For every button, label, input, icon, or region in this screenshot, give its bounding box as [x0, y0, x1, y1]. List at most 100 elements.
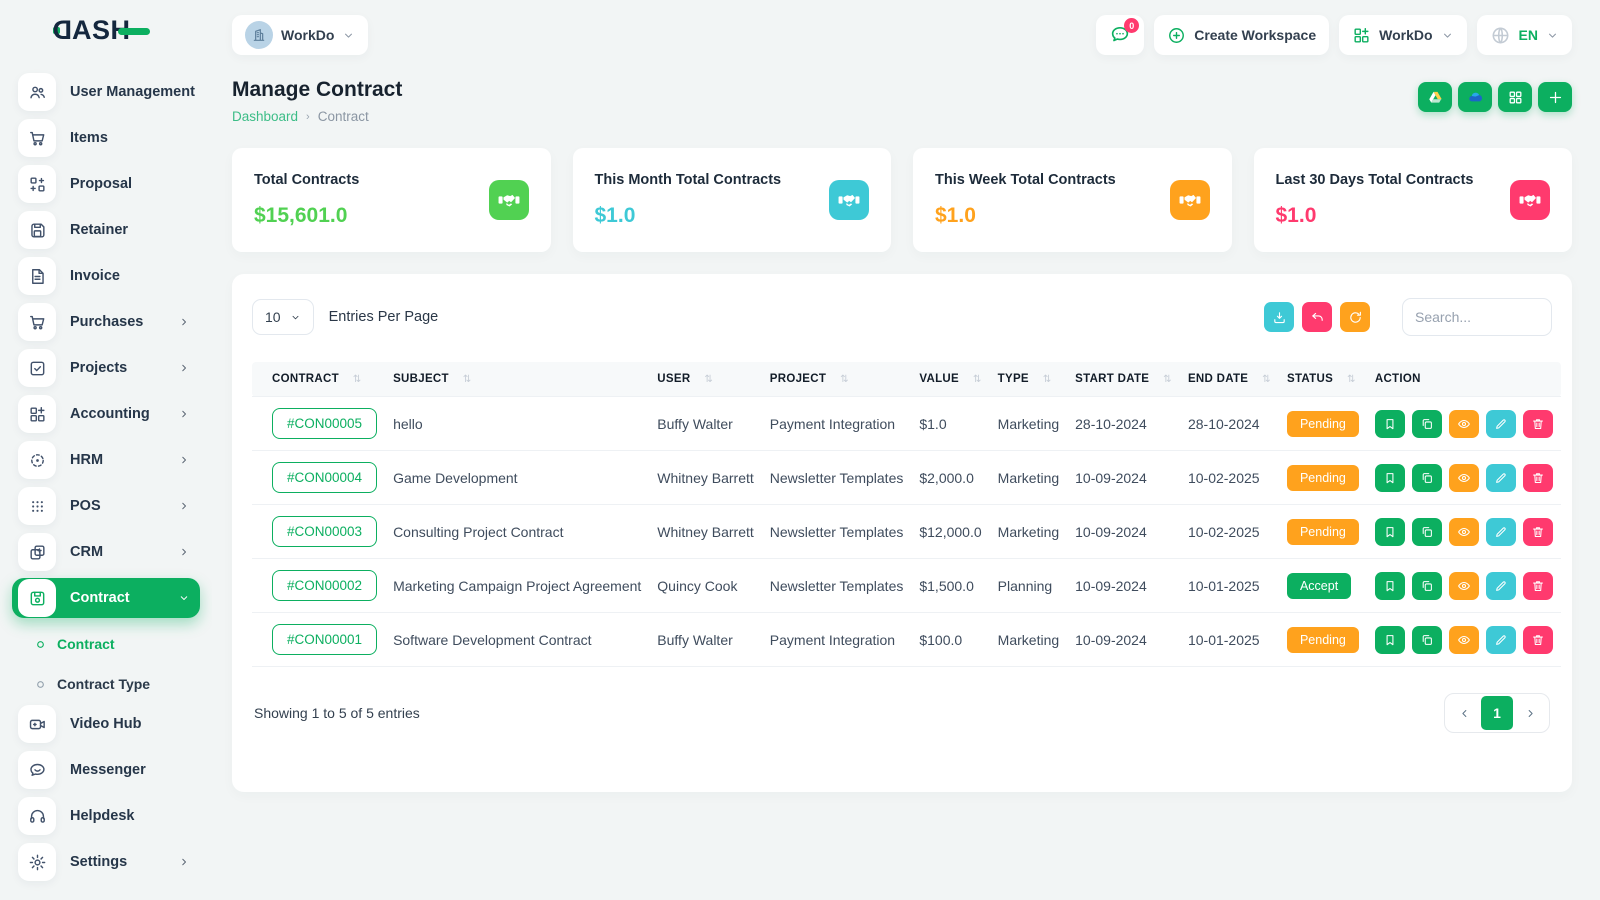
sidebar-item-proposal[interactable]: Proposal	[12, 164, 200, 204]
cell-end-date: 10-02-2025	[1179, 450, 1279, 505]
trash-button[interactable]	[1522, 571, 1553, 600]
create-workspace-button[interactable]: Create Workspace	[1154, 15, 1330, 55]
stat-label: Last 30 Days Total Contracts	[1275, 172, 1474, 188]
column-header-status[interactable]: STATUS ⇅	[1278, 362, 1367, 397]
cell-subject: hello	[385, 396, 650, 451]
pencil-button[interactable]	[1485, 409, 1516, 438]
chevron-right-icon	[178, 316, 190, 328]
projects-icon	[28, 359, 47, 378]
cell-status: Accept	[1278, 558, 1367, 613]
download-button[interactable]	[1264, 302, 1294, 332]
column-header-type[interactable]: TYPE ⇅	[989, 362, 1068, 397]
column-header-user[interactable]: USER ⇅	[649, 362, 762, 397]
pencil-button[interactable]	[1485, 571, 1516, 600]
eye-button[interactable]	[1448, 463, 1479, 492]
sidebar-item-accounting[interactable]: Accounting	[12, 394, 200, 434]
gdrive-button[interactable]	[1418, 82, 1452, 112]
building-icon	[251, 27, 267, 43]
pagination-prev-button[interactable]	[1447, 696, 1481, 730]
eye-button[interactable]	[1448, 571, 1479, 600]
column-header-project[interactable]: PROJECT ⇅	[761, 362, 912, 397]
sidebar-item-user-management[interactable]: User Management	[12, 72, 200, 112]
workspace-selector[interactable]: WorkDo	[232, 15, 369, 55]
trash-button[interactable]	[1522, 517, 1553, 546]
breadcrumb-dashboard-link[interactable]: Dashboard	[232, 109, 299, 124]
eye-icon	[1457, 525, 1471, 539]
column-header-subject[interactable]: SUBJECT ⇅	[385, 362, 650, 397]
eye-button[interactable]	[1448, 517, 1479, 546]
sidebar-item-invoice[interactable]: Invoice	[12, 256, 200, 296]
contract-id-link[interactable]: #CON00003	[272, 516, 378, 547]
sidebar-item-pos[interactable]: POS	[12, 486, 200, 526]
pagination-next-button[interactable]	[1513, 696, 1547, 730]
entries-per-page-select[interactable]: 10	[252, 299, 314, 335]
plus-button[interactable]	[1538, 82, 1572, 112]
sidebar-item-projects[interactable]: Projects	[12, 348, 200, 388]
contract-id-link[interactable]: #CON00004	[272, 462, 378, 493]
language-selector[interactable]: EN	[1476, 15, 1572, 55]
bookmark-button[interactable]	[1374, 409, 1405, 438]
status-badge[interactable]: Pending	[1286, 518, 1359, 545]
onedrive-button[interactable]	[1458, 82, 1492, 112]
onedrive-icon	[1467, 89, 1484, 106]
eye-button[interactable]	[1448, 625, 1479, 654]
column-header-value[interactable]: VALUE ⇅	[911, 362, 990, 397]
undo-button[interactable]	[1302, 302, 1332, 332]
messages-button[interactable]: 0	[1096, 15, 1145, 55]
sidebar-item-label: Messenger	[70, 762, 146, 778]
sidebar-item-messenger[interactable]: Messenger	[12, 750, 200, 790]
sidebar-item-retainer[interactable]: Retainer	[12, 210, 200, 250]
sidebar-item-settings[interactable]: Settings	[12, 842, 200, 882]
status-badge[interactable]: Pending	[1286, 464, 1359, 491]
column-header-contract[interactable]: CONTRACT ⇅	[252, 362, 386, 397]
contract-id-link[interactable]: #CON00001	[272, 624, 378, 655]
stat-value: $15,601.0	[254, 204, 348, 227]
copy-button[interactable]	[1411, 625, 1442, 654]
pencil-button[interactable]	[1485, 463, 1516, 492]
copy-button[interactable]	[1411, 409, 1442, 438]
refresh-button[interactable]	[1340, 302, 1370, 332]
radio-icon	[36, 640, 45, 649]
column-header-end-date[interactable]: END DATE ⇅	[1179, 362, 1279, 397]
pencil-button[interactable]	[1485, 517, 1516, 546]
bookmark-button[interactable]	[1374, 463, 1405, 492]
cell-subject: Marketing Campaign Project Agreement	[385, 558, 650, 613]
trash-button[interactable]	[1522, 409, 1553, 438]
workdo-menu-button[interactable]: WorkDo	[1339, 15, 1467, 55]
eye-icon	[1457, 579, 1471, 593]
sidebar-item-purchases[interactable]: Purchases	[12, 302, 200, 342]
sidebar-subitem-contract[interactable]: Contract	[12, 624, 200, 664]
sidebar-item-video-hub[interactable]: Video Hub	[12, 704, 200, 744]
sidebar-item-helpdesk[interactable]: Helpdesk	[12, 796, 200, 836]
bookmark-button[interactable]	[1374, 625, 1405, 654]
sidebar-item-crm[interactable]: CRM	[12, 532, 200, 572]
sidebar-subitem-contract-type[interactable]: Contract Type	[12, 664, 200, 704]
cell-subject: Software Development Contract	[385, 612, 650, 667]
copy-button[interactable]	[1411, 463, 1442, 492]
cell-user: Buffy Walter	[649, 612, 762, 667]
column-header-start-date[interactable]: START DATE ⇅	[1067, 362, 1180, 397]
bookmark-button[interactable]	[1374, 517, 1405, 546]
sidebar-item-label: Proposal	[70, 176, 133, 192]
grid-plus-icon	[28, 405, 47, 424]
pencil-button[interactable]	[1485, 625, 1516, 654]
status-badge[interactable]: Accept	[1286, 572, 1352, 599]
brand-logo[interactable]: D ASH	[52, 15, 150, 46]
sidebar-item-hrm[interactable]: HRM	[12, 440, 200, 480]
status-badge[interactable]: Pending	[1286, 410, 1359, 437]
grid4-button[interactable]	[1498, 82, 1532, 112]
table-header-row: CONTRACT ⇅ SUBJECT ⇅ USER ⇅ PROJECT ⇅ VALUE ⇅ TYPE…	[252, 362, 1561, 397]
sidebar-item-contract[interactable]: Contract	[12, 578, 200, 618]
trash-button[interactable]	[1522, 463, 1553, 492]
bookmark-button[interactable]	[1374, 571, 1405, 600]
eye-button[interactable]	[1448, 409, 1479, 438]
sidebar-item-items[interactable]: Items	[12, 118, 200, 158]
contract-id-link[interactable]: #CON00002	[272, 570, 378, 601]
pagination-page-1-button[interactable]: 1	[1481, 696, 1513, 730]
trash-button[interactable]	[1522, 625, 1553, 654]
contract-id-link[interactable]: #CON00005	[272, 408, 378, 439]
status-badge[interactable]: Pending	[1286, 626, 1359, 653]
search-input[interactable]	[1402, 298, 1552, 336]
copy-button[interactable]	[1411, 517, 1442, 546]
copy-button[interactable]	[1411, 571, 1442, 600]
